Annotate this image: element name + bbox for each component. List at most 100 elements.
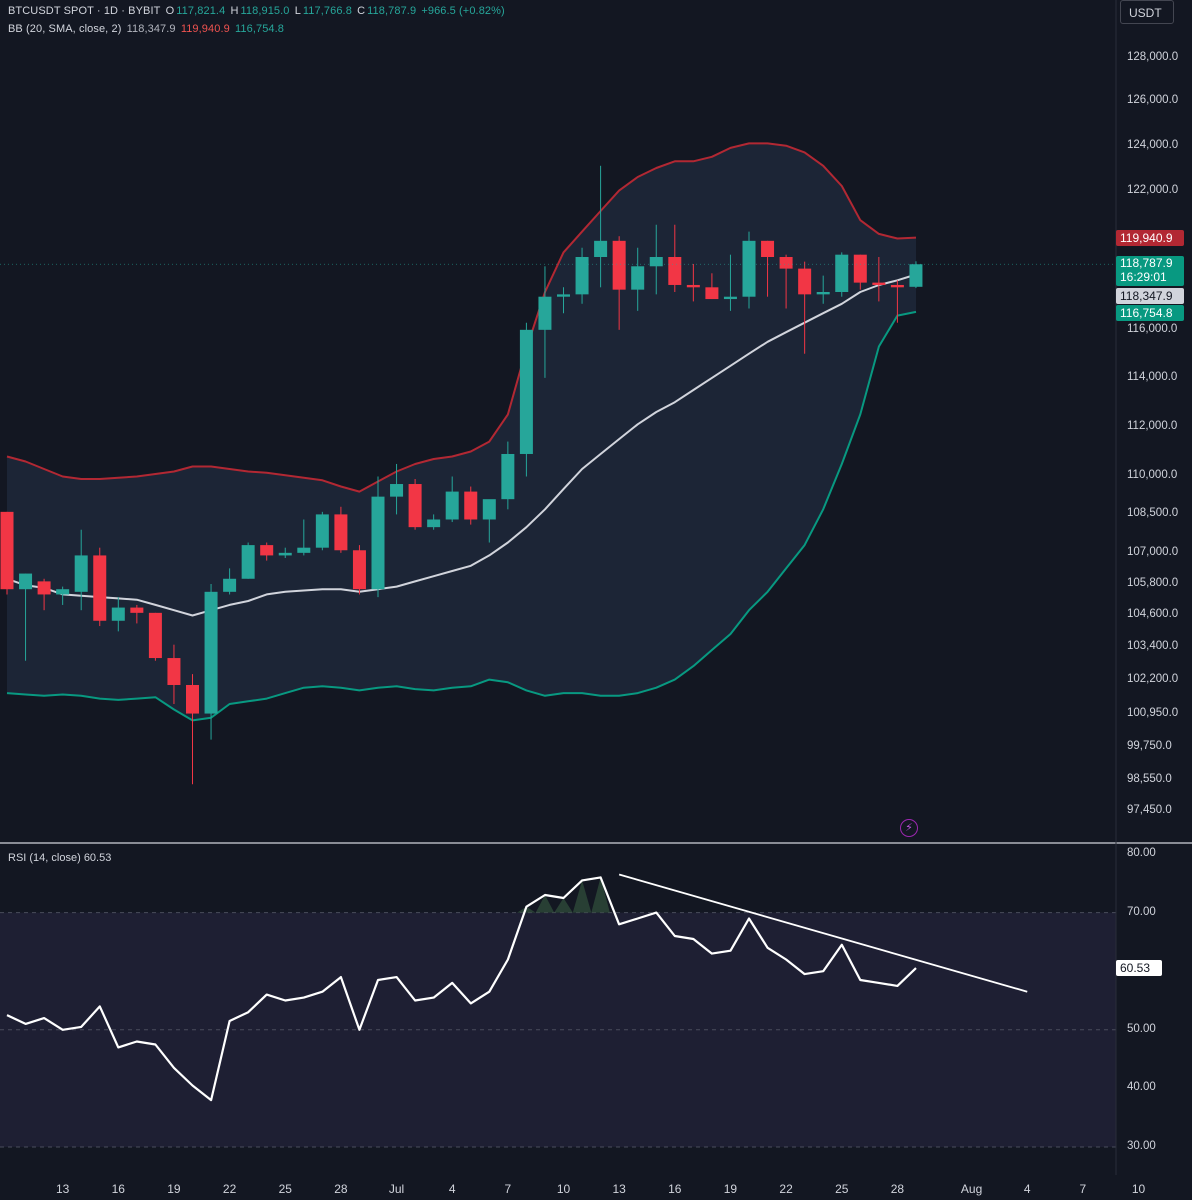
- candle: [761, 240, 775, 297]
- last-price-tag: 118,787.9 16:29:01: [1116, 256, 1184, 286]
- date-axis-label: 28: [334, 1182, 348, 1196]
- change-value: +966.5 (+0.82%): [421, 5, 505, 17]
- candle: [371, 476, 385, 598]
- candle: [334, 506, 348, 553]
- price-axis-label: 122,000.0: [1127, 183, 1179, 196]
- candle-body: [0, 511, 14, 590]
- candle: [223, 568, 237, 595]
- open-value: 117,821.4: [176, 5, 226, 17]
- bb-lower-price-tag: 116,754.8: [1116, 305, 1184, 321]
- date-axis-label: 10: [1131, 1182, 1146, 1196]
- candle-body: [445, 491, 459, 520]
- candle-body: [482, 499, 496, 520]
- bb-basis-price-tag: 118,347.9: [1116, 288, 1184, 304]
- candle-body: [742, 240, 756, 297]
- candle: [0, 511, 14, 595]
- candle-body: [390, 484, 404, 497]
- bb-upper-value: 119,940.9: [180, 23, 230, 35]
- date-axis-label: 4: [1023, 1182, 1031, 1196]
- candle: [408, 478, 422, 530]
- price-axis-label: 102,200.0: [1127, 672, 1179, 685]
- open-label: O: [165, 5, 175, 17]
- candle-body: [297, 547, 311, 553]
- rsi-axis-label: 70.00: [1127, 905, 1156, 918]
- candle-body: [631, 266, 645, 290]
- price-axis-label: 105,800.0: [1127, 576, 1179, 589]
- candle-body: [167, 658, 181, 685]
- date-axis-label: 25: [835, 1182, 849, 1196]
- rsi-axis-label: 50.00: [1127, 1022, 1156, 1035]
- candle-body: [612, 240, 626, 290]
- price-axis-label: 126,000.0: [1127, 94, 1179, 107]
- candle: [853, 254, 867, 290]
- candle: [390, 463, 404, 515]
- candle: [445, 476, 459, 523]
- price-axis-label: 124,000.0: [1127, 138, 1179, 151]
- candle-body: [93, 555, 107, 621]
- candle: [74, 529, 88, 611]
- bb-cloud: [7, 143, 916, 721]
- candle: [427, 514, 441, 530]
- price-axis-label: 116,000.0: [1127, 322, 1178, 335]
- candle: [668, 224, 682, 293]
- candle: [37, 578, 51, 611]
- price-axis-label: 114,000.0: [1127, 370, 1178, 383]
- candle-body: [204, 591, 218, 714]
- price-axis-label: 108,500.0: [1127, 507, 1179, 520]
- candle-body: [427, 519, 441, 528]
- candle-body: [668, 257, 682, 285]
- candle: [148, 612, 162, 661]
- rsi-axis-label: 30.00: [1127, 1140, 1156, 1152]
- candle: [816, 275, 830, 304]
- date-axis-label: 16: [111, 1182, 125, 1196]
- candle-body: [779, 257, 793, 269]
- currency-button[interactable]: USDT: [1120, 0, 1174, 24]
- rsi-legend[interactable]: RSI (14, close) 60.53: [8, 852, 111, 864]
- bb-legend[interactable]: BB (20, SMA, close, 2) 118,347.9 119,940…: [8, 23, 286, 35]
- date-axis-label: 4: [448, 1182, 456, 1196]
- countdown-value: 16:29:01: [1120, 270, 1167, 284]
- candle: [19, 573, 33, 661]
- price-axis-label: 98,550.0: [1127, 773, 1172, 785]
- date-axis-label: 7: [1079, 1182, 1087, 1196]
- candle: [723, 254, 737, 311]
- close-value: 118,787.9: [367, 5, 417, 17]
- symbol-title[interactable]: BTCUSDT SPOT · 1D · BYBIT: [8, 5, 161, 17]
- candle: [612, 236, 626, 330]
- candle-body: [557, 294, 570, 297]
- date-axis-label: 25: [278, 1182, 292, 1196]
- candle-body: [37, 581, 51, 595]
- rsi-band-background: [0, 912, 1116, 1147]
- candle-body: [371, 496, 385, 590]
- price-axis-label: 128,000.0: [1127, 51, 1179, 63]
- price-axis-label: 107,000.0: [1127, 545, 1179, 558]
- candle-body: [835, 254, 849, 293]
- date-axis-label: 22: [779, 1182, 793, 1196]
- lightning-bolt-icon[interactable]: ⚡: [900, 819, 918, 837]
- price-axis-label: 112,000.0: [1127, 419, 1178, 432]
- rsi-overbought-fill: [517, 877, 610, 913]
- candle: [835, 252, 849, 297]
- candle: [186, 674, 199, 785]
- bb-upper-price-tag: 119,940.9: [1116, 230, 1184, 246]
- high-value: 118,915.0: [240, 5, 290, 17]
- price-pane: [0, 142, 1116, 785]
- date-axis-label: Jul: [388, 1182, 405, 1196]
- candle-body: [686, 284, 700, 288]
- bb-lower-value: 116,754.8: [235, 23, 285, 35]
- date-axis-label: Aug: [960, 1182, 983, 1196]
- low-label: L: [294, 5, 301, 17]
- candle: [260, 542, 274, 561]
- candle: [686, 263, 700, 302]
- price-axis-label: 104,600.0: [1127, 608, 1179, 621]
- candle-body: [74, 555, 88, 592]
- candle-body: [315, 514, 329, 548]
- candle-body: [649, 257, 663, 267]
- candle: [297, 519, 311, 556]
- date-axis-label: 7: [504, 1182, 512, 1196]
- candle-body: [761, 240, 775, 258]
- candle-body: [705, 287, 719, 300]
- candle-body: [798, 268, 812, 295]
- bb-lower-line: [6, 310, 917, 722]
